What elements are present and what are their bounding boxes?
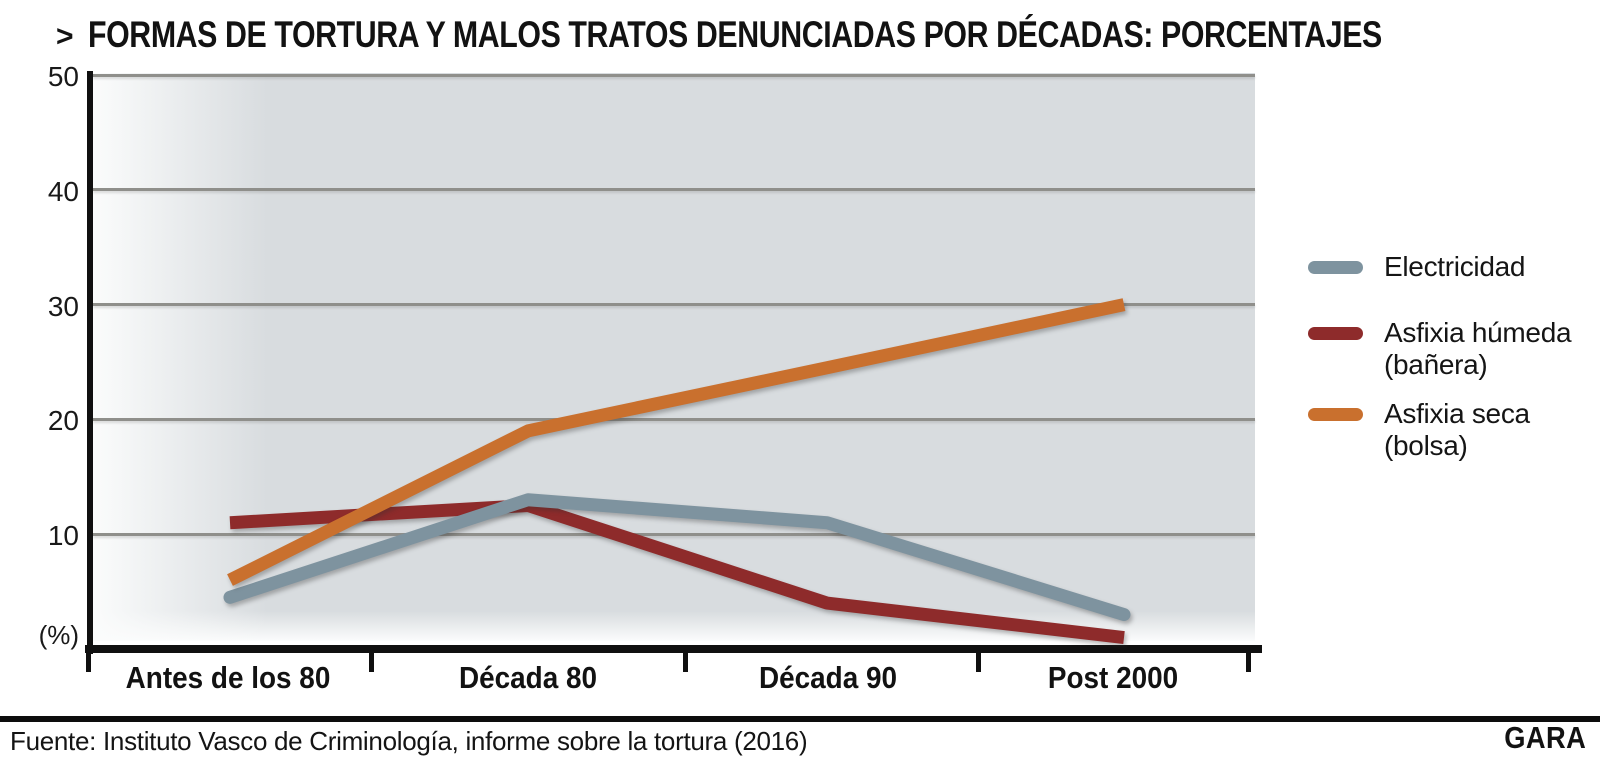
legend-label-electricidad: Electricidad: [1384, 251, 1526, 282]
legend-swatch-asfixia-seca-bolsa: [1308, 407, 1363, 421]
gridline-40: [93, 188, 1255, 192]
x-category-label-antes-de-los-80: Antes de los 80: [125, 660, 331, 695]
legend-label-asfixia-humeda-banera: Asfixia húmeda (bañera): [1384, 317, 1572, 380]
gridline-20: [93, 417, 1255, 421]
x-category-label-decada-90: Década 90: [758, 660, 898, 695]
page-title: FORMAS DE TORTURA Y MALOS TRATOS DENUNCI…: [88, 14, 1382, 55]
legend-label-asfixia-seca-bolsa: Asfixia seca (bolsa): [1384, 398, 1530, 461]
x-tick-0: [85, 653, 91, 672]
y-tick-label-50: 50: [47, 61, 79, 92]
y-tick-label-40: 40: [47, 175, 79, 207]
x-tick-1: [368, 653, 374, 672]
y-axis-line: [87, 71, 93, 654]
y-tick-label-20: 20: [47, 405, 79, 437]
y-axis-unit-label: (%): [38, 620, 79, 650]
gridline-50: [93, 73, 1255, 77]
x-category-label-decada-80: Década 80: [458, 660, 598, 695]
footer-divider: [0, 716, 1600, 722]
x-tick-4: [1245, 653, 1251, 672]
title-chevron-icon: >: [56, 20, 74, 53]
source-text: Fuente: Instituto Vasco de Criminología,…: [10, 726, 808, 756]
data-lines-layer: [223, 298, 1131, 644]
y-tick-label-10: 10: [47, 520, 79, 552]
x-axis-line: [85, 645, 1262, 653]
gridline-10: [93, 532, 1255, 536]
legend-swatch-electricidad: [1308, 260, 1363, 274]
gara-logo: GARA: [1503, 720, 1586, 755]
x-tick-3: [975, 653, 981, 672]
series-line-asfixia-seca-bolsa: [227, 298, 1126, 586]
legend-swatch-asfixia-humeda-banera: [1308, 326, 1363, 340]
series-line-electricidad: [223, 493, 1131, 622]
gridline-30: [93, 303, 1255, 307]
series-line-asfixia-humeda-banera: [229, 499, 1125, 644]
y-tick-label-30: 30: [47, 290, 79, 322]
x-tick-2: [682, 653, 688, 672]
x-category-label-post-2000: Post 2000: [1047, 660, 1179, 695]
